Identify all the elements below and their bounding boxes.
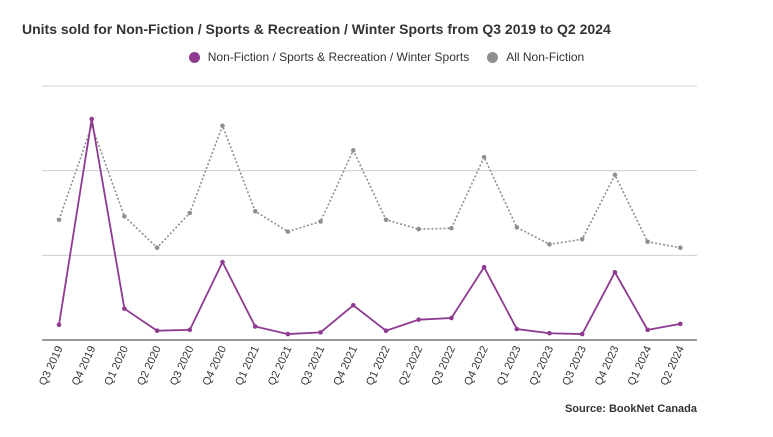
x-tick-label: Q4 2021 [331, 344, 360, 387]
data-point-all-non-fiction [318, 219, 323, 224]
x-tick-label: Q2 2020 [135, 344, 164, 387]
series-line-all-non-fiction [58, 123, 681, 249]
data-point-winter-sports [220, 259, 225, 265]
x-tick-label: Q2 2024 [658, 344, 687, 387]
data-point-all-non-fiction [285, 229, 291, 234]
x-tick-label: Q3 2022 [429, 344, 458, 387]
x-tick-label: Q4 2020 [201, 344, 230, 387]
data-point-winter-sports [318, 330, 323, 335]
source-note: Source: BookNet Canada [564, 403, 697, 415]
legend-label-winter-sports: Non-Fiction / Sports & Recreation / Wint… [207, 50, 470, 64]
data-point-all-non-fiction [154, 245, 160, 251]
legend: Non-Fiction / Sports & Recreation / Wint… [0, 50, 773, 64]
legend-item-winter-sports[interactable]: Non-Fiction / Sports & Recreation / Wint… [188, 50, 470, 64]
data-point-winter-sports [285, 331, 291, 337]
data-point-all-non-fiction [514, 225, 520, 230]
data-point-all-non-fiction [449, 225, 454, 231]
series-line-winter-sports [58, 118, 681, 335]
x-tick-label: Q1 2024 [626, 344, 655, 387]
legend-label-all-non-fiction: All Non-Fiction [506, 50, 585, 64]
x-tick-label: Q4 2023 [593, 344, 622, 387]
x-tick-label: Q4 2019 [70, 344, 99, 387]
data-point-winter-sports [89, 116, 94, 122]
data-point-winter-sports [449, 315, 454, 321]
x-tick-label: Q2 2022 [397, 344, 426, 387]
data-point-winter-sports [481, 264, 487, 270]
data-point-all-non-fiction [579, 236, 585, 242]
data-point-winter-sports [612, 269, 618, 275]
x-tick-label: Q3 2019 [37, 344, 66, 387]
x-tick-label: Q1 2020 [102, 344, 131, 387]
data-point-all-non-fiction [252, 209, 258, 214]
data-point-winter-sports [252, 324, 258, 329]
x-tick-label: Q1 2022 [364, 344, 393, 387]
data-point-winter-sports [56, 322, 62, 328]
data-point-winter-sports [416, 317, 422, 322]
x-tick-label: Q2 2023 [528, 344, 557, 387]
data-point-winter-sports [547, 330, 552, 336]
data-point-winter-sports [678, 321, 683, 327]
x-tick-label: Q3 2020 [168, 344, 197, 387]
x-tick-label: Q2 2021 [266, 344, 295, 387]
data-point-all-non-fiction [547, 242, 552, 247]
data-point-winter-sports [514, 326, 520, 332]
x-tick-label: Q4 2022 [462, 344, 491, 387]
data-point-all-non-fiction [122, 214, 127, 219]
data-point-all-non-fiction [383, 217, 389, 223]
x-tick-label: Q1 2023 [495, 344, 524, 387]
data-point-all-non-fiction [678, 245, 683, 251]
data-point-all-non-fiction [220, 123, 225, 129]
x-tick-label: Q3 2023 [560, 344, 589, 387]
data-point-all-non-fiction [416, 226, 422, 232]
data-point-winter-sports [154, 328, 160, 333]
x-tick-label: Q1 2021 [233, 344, 262, 387]
legend-swatch-all-non-fiction [487, 51, 499, 63]
data-point-all-non-fiction [351, 148, 356, 153]
legend-swatch-winter-sports [188, 51, 200, 63]
x-tick-label: Q3 2021 [299, 344, 328, 387]
data-point-winter-sports [351, 302, 356, 308]
legend-item-all-non-fiction[interactable]: All Non-Fiction [487, 50, 584, 64]
data-point-all-non-fiction [187, 210, 193, 216]
chart-title: Units sold for Non-Fiction / Sports & Re… [22, 21, 611, 37]
data-point-all-non-fiction [612, 172, 618, 178]
data-point-winter-sports [187, 327, 193, 333]
data-point-winter-sports [645, 327, 650, 333]
data-point-all-non-fiction [645, 239, 650, 245]
data-point-winter-sports [579, 331, 585, 337]
data-point-winter-sports [383, 328, 389, 333]
data-point-winter-sports [122, 306, 127, 311]
data-point-all-non-fiction [56, 217, 62, 223]
data-point-all-non-fiction [481, 154, 487, 160]
